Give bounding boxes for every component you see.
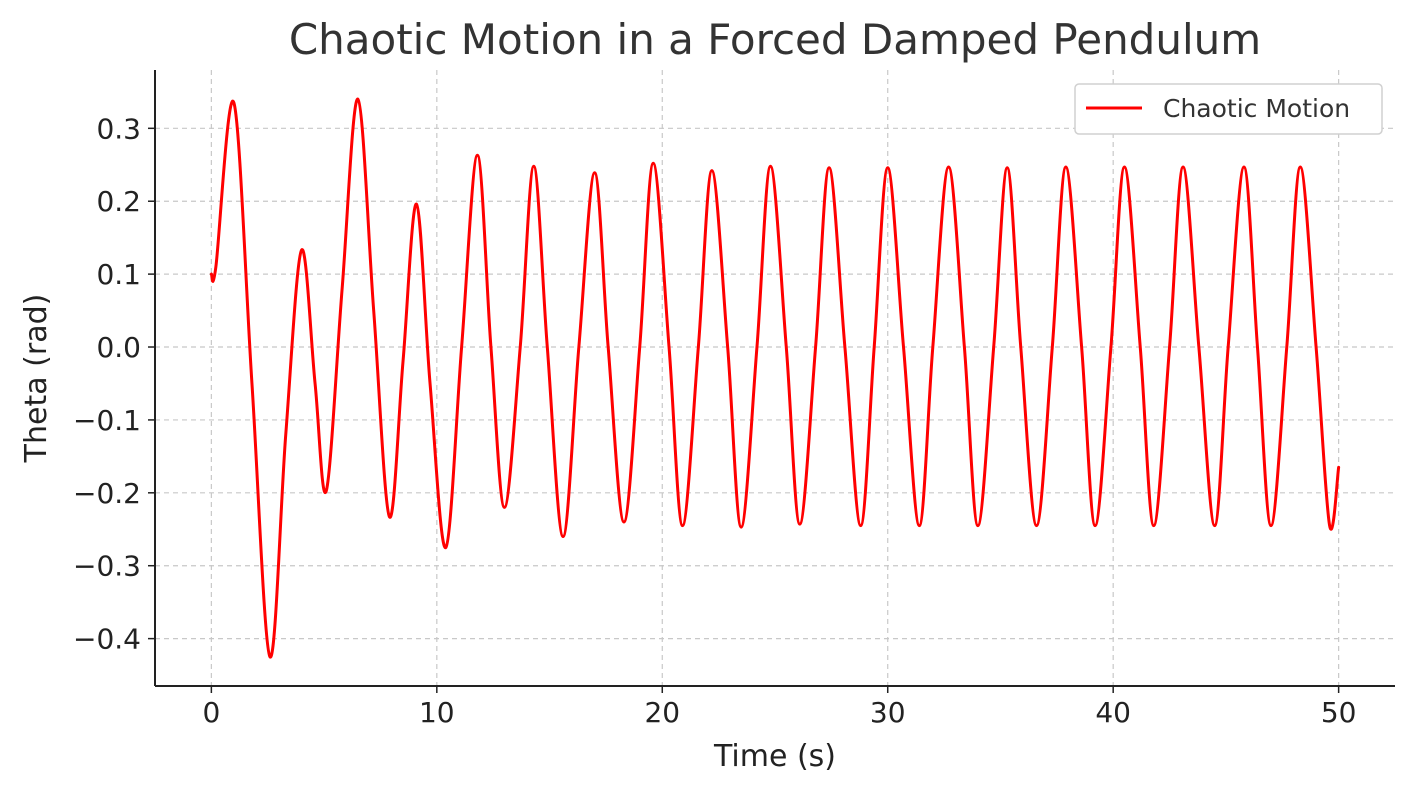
y-tick-label: 0.2 [96, 185, 141, 218]
legend: Chaotic Motion [1074, 83, 1383, 135]
series-line-chaotic-motion [209, 97, 1341, 659]
axes [154, 70, 1395, 687]
legend-label-chaotic-motion: Chaotic Motion [1163, 94, 1350, 123]
x-tick-label: 30 [870, 696, 906, 729]
x-axis-label: Time (s) [713, 739, 836, 774]
x-tick-label: 50 [1321, 696, 1357, 729]
x-tick-label: 10 [419, 696, 455, 729]
grid [155, 70, 1395, 686]
legend-box [1074, 83, 1383, 135]
x-tick-label: 0 [202, 696, 220, 729]
chart-title: Chaotic Motion in a Forced Damped Pendul… [289, 15, 1261, 64]
series-layer [209, 97, 1341, 659]
y-ticks: −0.4 −0.3 −0.2 −0.1 0.0 0.1 0.2 0.3 [73, 112, 155, 656]
y-tick-label: 0.1 [96, 258, 141, 291]
y-axis-label: Theta (rad) [19, 294, 54, 464]
y-tick-label: −0.4 [73, 623, 141, 656]
x-ticks: 0 10 20 30 40 50 [202, 686, 1356, 729]
x-tick-label: 20 [644, 696, 680, 729]
y-tick-label: 0.3 [96, 112, 141, 145]
y-tick-label: −0.3 [73, 550, 141, 583]
y-tick-label: 0.0 [96, 331, 141, 364]
y-tick-label: −0.2 [73, 477, 141, 510]
x-tick-label: 40 [1095, 696, 1131, 729]
y-tick-label: −0.1 [73, 404, 141, 437]
